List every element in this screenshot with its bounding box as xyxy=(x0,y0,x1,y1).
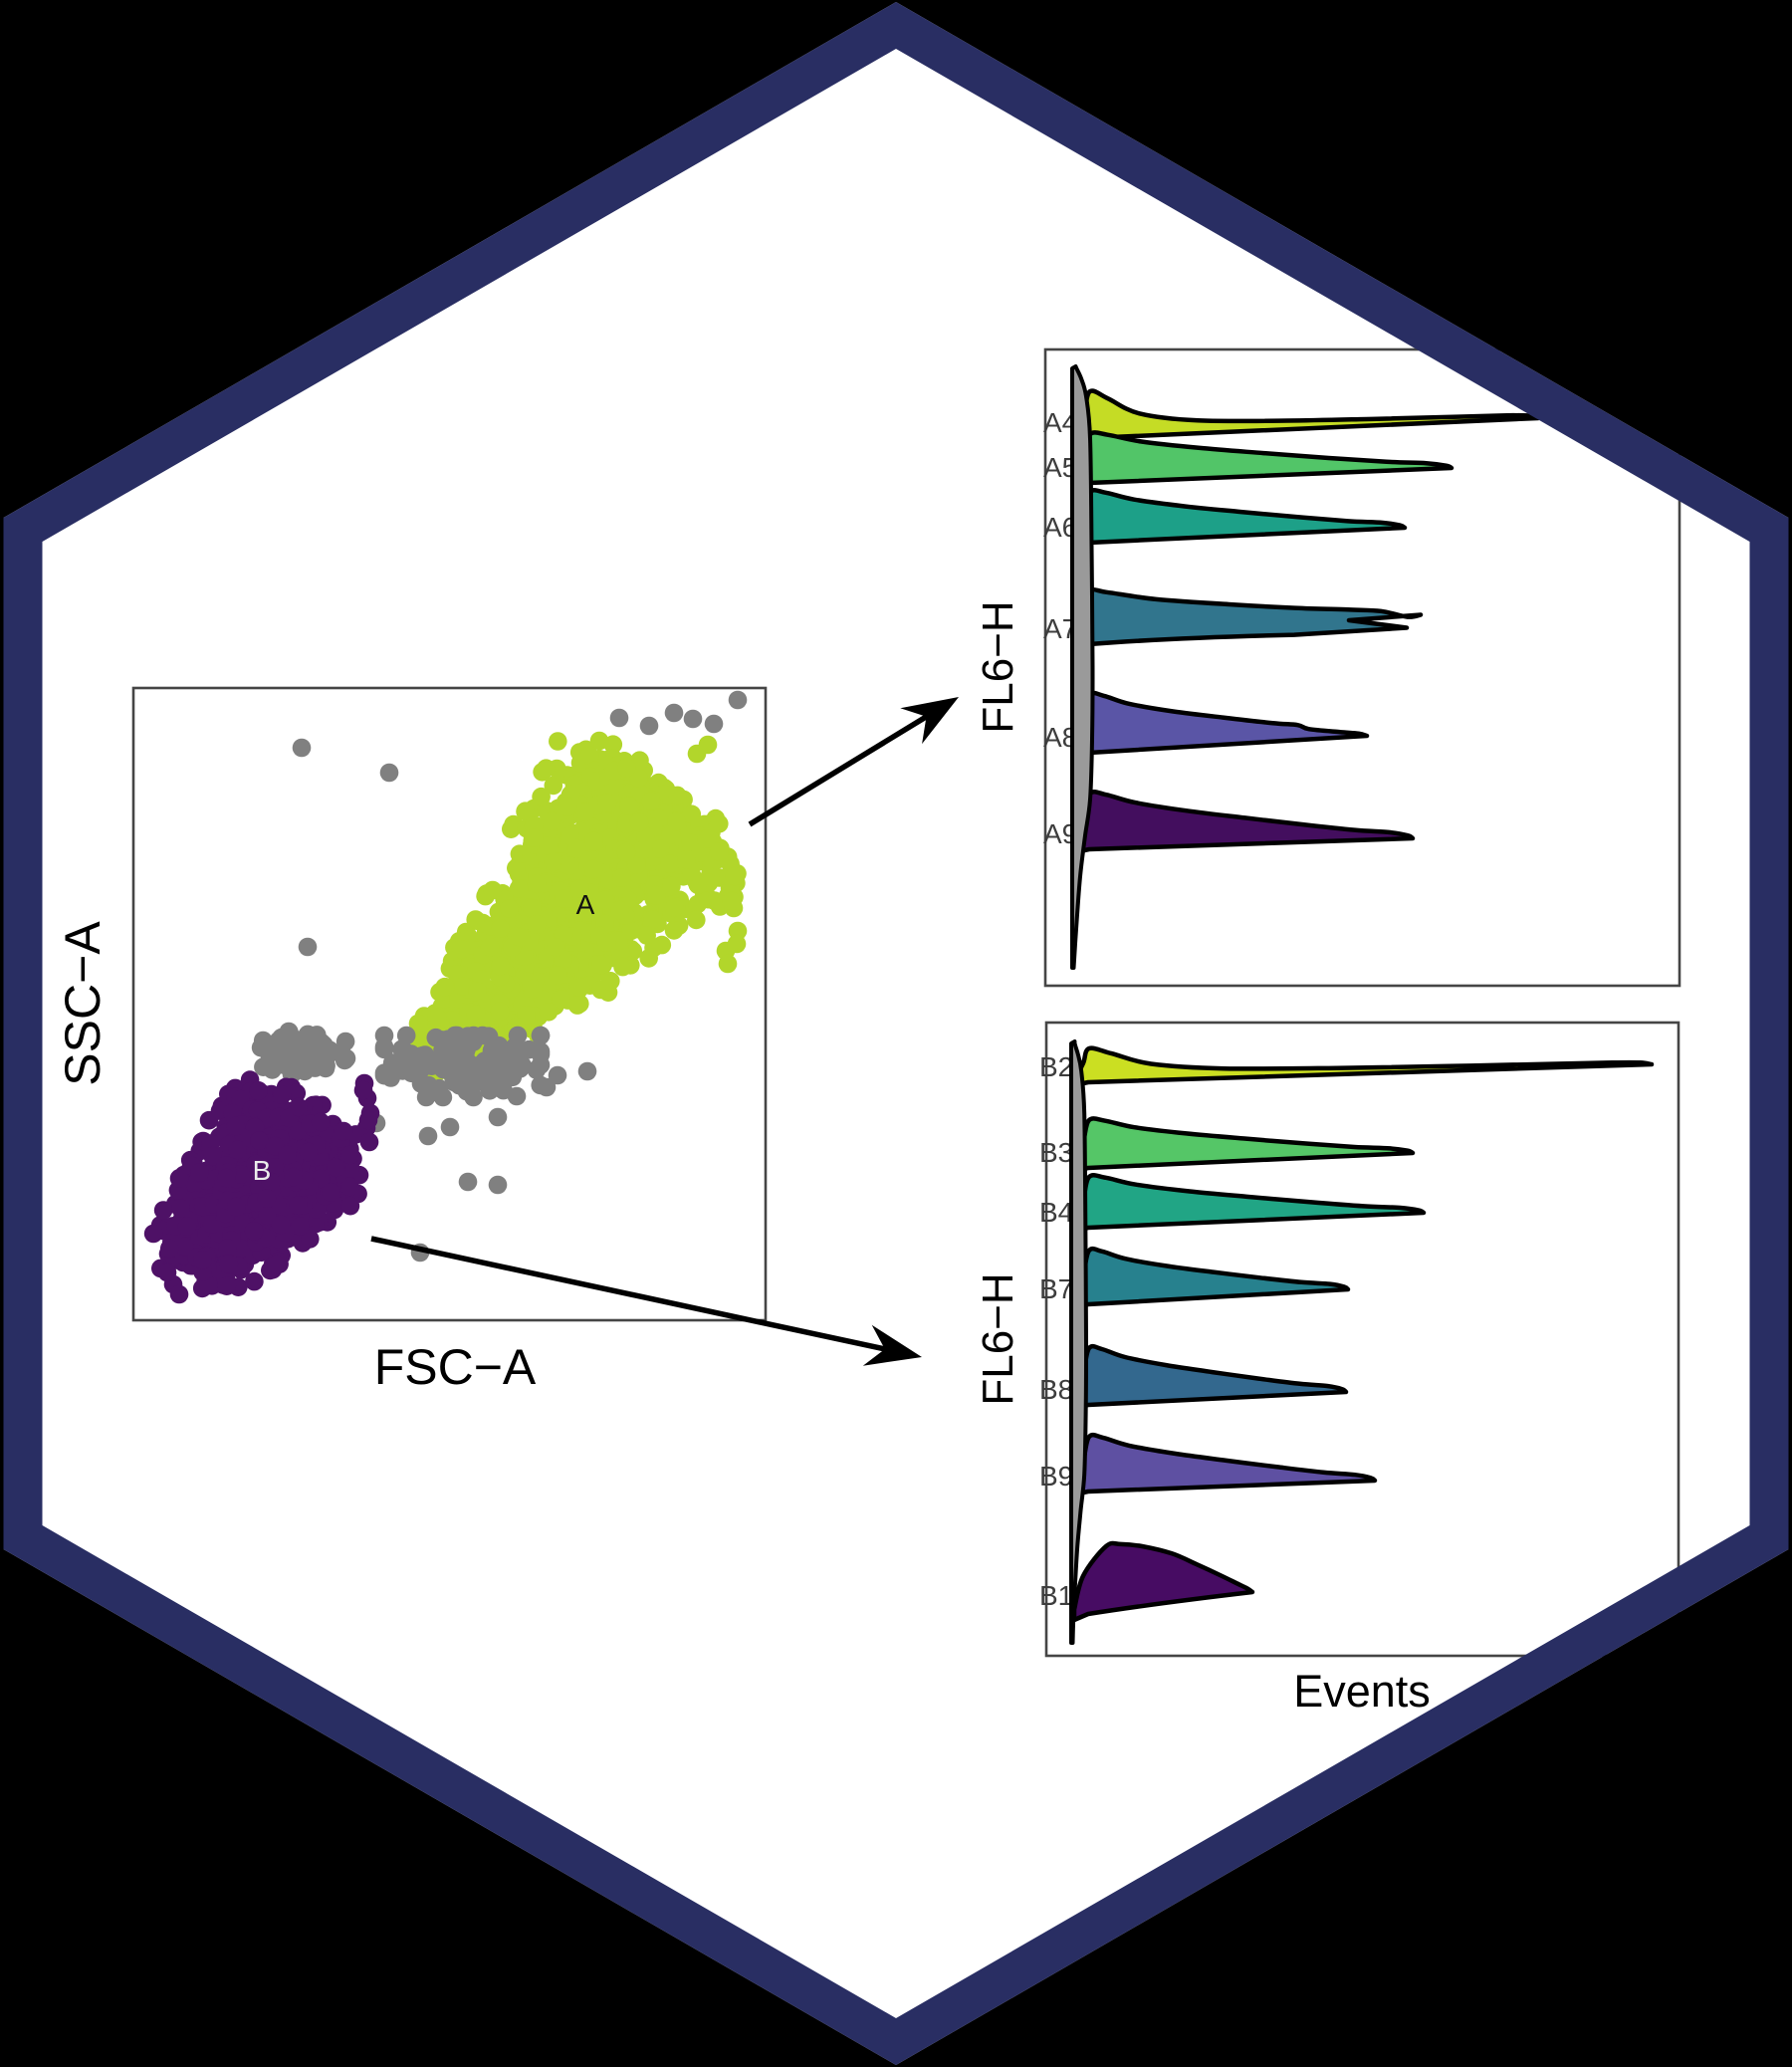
svg-text:SSC−A: SSC−A xyxy=(55,921,111,1086)
svg-text:Events: Events xyxy=(1293,1666,1431,1717)
svg-text:A: A xyxy=(576,889,595,920)
svg-text:B2: B2 xyxy=(1039,1051,1073,1082)
svg-text:B7: B7 xyxy=(1039,1273,1073,1304)
svg-text:B8: B8 xyxy=(1039,1374,1073,1405)
svg-text:FL6−H: FL6−H xyxy=(974,1272,1022,1405)
svg-text:B: B xyxy=(253,1155,272,1186)
svg-text:B3: B3 xyxy=(1039,1137,1073,1168)
svg-text:FL6−H: FL6−H xyxy=(974,600,1022,733)
svg-text:FSC−A: FSC−A xyxy=(374,1339,537,1395)
svg-text:B9: B9 xyxy=(1039,1461,1073,1492)
svg-text:B4: B4 xyxy=(1039,1197,1073,1228)
